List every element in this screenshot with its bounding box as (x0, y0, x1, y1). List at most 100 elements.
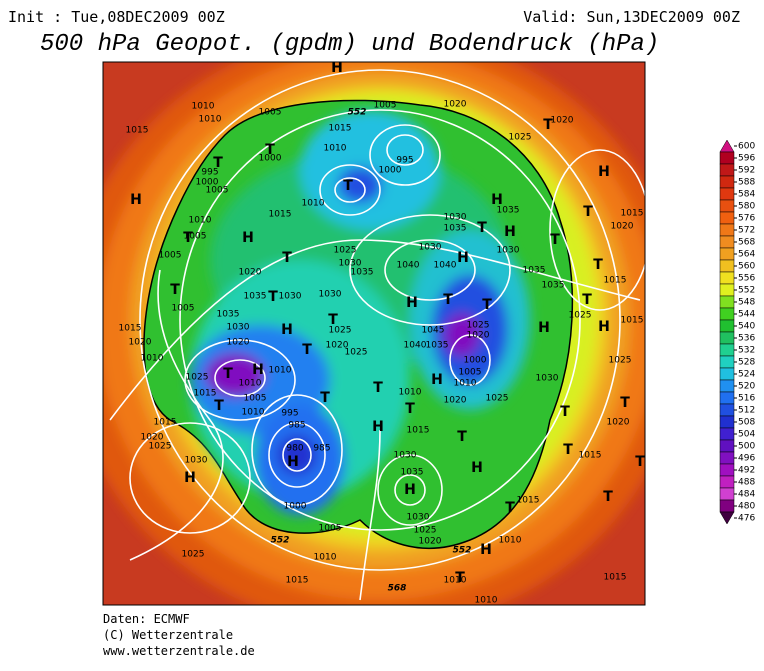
pressure-center: H (457, 250, 469, 266)
pressure-center: T (635, 454, 645, 470)
pressure-label: 985 (288, 421, 305, 431)
pressure-center: H (406, 295, 418, 311)
pressure-label: 1015 (579, 451, 602, 461)
pressure-center: T (563, 442, 573, 458)
pressure-label: 995 (201, 168, 218, 178)
pressure-center: H (538, 320, 550, 336)
colorbar-swatch (719, 403, 735, 417)
pressure-center: H (431, 372, 443, 388)
pressure-center: H (491, 192, 503, 208)
pressure-label: 1005 (184, 232, 207, 242)
pressure-label: 1010 (242, 408, 265, 418)
colorbar-label: 484 (738, 490, 755, 500)
pressure-center: H (404, 482, 416, 498)
colorbar-swatch (719, 367, 735, 381)
pressure-center: T (214, 398, 224, 414)
colorbar-swatch (719, 139, 735, 153)
pressure-label: 1010 (499, 536, 522, 546)
pressure-label: 1020 (611, 222, 634, 232)
pressure-label: 1020 (129, 338, 152, 348)
colorbar-label: 532 (738, 346, 755, 356)
pressure-label: 1005 (172, 304, 195, 314)
pressure-label: 1030 (394, 451, 417, 461)
contour-label: 552 (453, 546, 472, 556)
pressure-label: 1015 (286, 576, 309, 586)
pressure-center: T (543, 117, 553, 133)
colorbar-label: 580 (738, 202, 755, 212)
colorbar-label: 544 (738, 310, 755, 320)
pressure-label: 1000 (379, 166, 402, 176)
colorbar-label: 496 (738, 454, 755, 464)
pressure-label: 1020 (467, 331, 490, 341)
colorbar-label: 596 (738, 154, 755, 164)
colorbar-swatch (719, 235, 735, 249)
pressure-label: 1020 (419, 537, 442, 547)
colorbar-label: 508 (738, 418, 755, 428)
pressure-center: H (598, 319, 610, 335)
pressure-label: 1025 (149, 442, 172, 452)
pressure-center: H (281, 322, 293, 338)
colorbar-swatch (719, 187, 735, 201)
colorbar-swatch (719, 379, 735, 393)
pressure-label: 1035 (444, 224, 467, 234)
pressure-label: 1015 (126, 126, 149, 136)
pressure-label: 1020 (141, 433, 164, 443)
pressure-label: 1015 (154, 418, 177, 428)
pressure-label: 1025 (467, 321, 490, 331)
pressure-center: H (242, 230, 254, 246)
pressure-label: 1005 (159, 251, 182, 261)
pressure-center: H (130, 192, 142, 208)
pressure-label: 1015 (604, 276, 627, 286)
pressure-label: 1000 (284, 502, 307, 512)
colorbar-label: 512 (738, 406, 755, 416)
colorbar-label: 524 (738, 370, 755, 380)
pressure-label: 1030 (185, 456, 208, 466)
pressure-label: 1030 (319, 290, 342, 300)
colorbar-label: 600 (738, 142, 755, 152)
pressure-label: 985 (313, 444, 330, 454)
pressure-label: 1015 (407, 426, 430, 436)
pressure-label: 1015 (621, 209, 644, 219)
pressure-label: 1005 (206, 186, 229, 196)
colorbar-swatch (719, 391, 735, 405)
pressure-center: T (593, 257, 603, 273)
pressure-label: 1025 (609, 356, 632, 366)
contour-label: 552 (271, 536, 290, 546)
colorbar-label: 556 (738, 274, 755, 284)
pressure-label: 1035 (351, 268, 374, 278)
init-time: Init : Tue,08DEC2009 00Z (8, 8, 225, 26)
pressure-label: 1005 (319, 524, 342, 534)
colorbar-swatch (719, 199, 735, 213)
pressure-label: 1025 (569, 311, 592, 321)
pressure-label: 1015 (517, 496, 540, 506)
pressure-center: T (405, 401, 415, 417)
colorbar-swatch (719, 475, 735, 489)
pressure-label: 1030 (419, 243, 442, 253)
pressure-center: T (455, 570, 465, 586)
pressure-center: T (583, 204, 593, 220)
colorbar-label: 552 (738, 286, 755, 296)
website: www.wetterzentrale.de (103, 644, 255, 658)
colorbar-swatch (719, 175, 735, 189)
colorbar-label: 548 (738, 298, 755, 308)
pressure-center: T (550, 232, 560, 248)
pressure-center: H (252, 362, 264, 378)
colorbar-swatch (719, 463, 735, 477)
pressure-label: 1000 (196, 178, 219, 188)
pressure-label: 1040 (434, 261, 457, 271)
colorbar-label: 592 (738, 166, 755, 176)
data-source: Daten: ECMWF (103, 612, 190, 626)
pressure-label: 1010 (189, 216, 212, 226)
colorbar-swatch (719, 415, 735, 429)
pressure-center: T (457, 429, 467, 445)
pressure-center: H (598, 164, 610, 180)
pressure-center: H (331, 60, 343, 76)
colorbar-swatch (719, 283, 735, 297)
pressure-label: 1025 (414, 526, 437, 536)
pressure-label: 1005 (459, 368, 482, 378)
colorbar-label: 516 (738, 394, 755, 404)
copyright: (C) Wetterzentrale (103, 628, 233, 642)
pressure-label: 1000 (259, 154, 282, 164)
pressure-label: 1000 (464, 356, 487, 366)
